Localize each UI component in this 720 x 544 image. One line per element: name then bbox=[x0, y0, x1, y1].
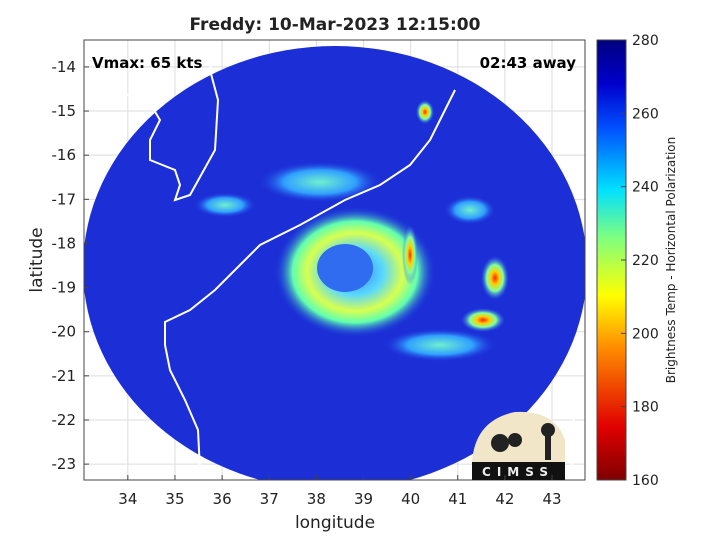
swath bbox=[84, 40, 585, 480]
ticks: 34 35 36 37 38 39 40 41 42 43 -14 -15 -16 -17 -18 -19 -2… bbox=[52, 33, 659, 508]
vmax-annotation: Vmax: 65 kts bbox=[92, 54, 202, 72]
x-tick-label: 43 bbox=[542, 490, 561, 508]
y-tick-label: -14 bbox=[52, 58, 77, 76]
x-tick-label: 41 bbox=[448, 490, 467, 508]
coastline bbox=[94, 59, 151, 111]
rainband bbox=[402, 225, 418, 285]
logo-text: CIMSS bbox=[482, 465, 554, 479]
colorbar-tick-label: 240 bbox=[632, 180, 659, 196]
cloud-band bbox=[195, 193, 255, 217]
y-tick-label: -15 bbox=[52, 102, 77, 120]
logo-tower bbox=[545, 425, 551, 460]
y-tick-label: -16 bbox=[52, 146, 77, 164]
colorbar-tick-label: 280 bbox=[632, 33, 659, 49]
colorbar-tick-label: 220 bbox=[632, 253, 659, 269]
title: Freddy: 10-Mar-2023 12:15:00 bbox=[190, 15, 481, 35]
logo-dish bbox=[491, 434, 509, 452]
colorbar-label: Brightness Temp - Horizontal Polarizatio… bbox=[664, 137, 678, 384]
cloud-band bbox=[445, 196, 495, 224]
coastline bbox=[568, 389, 585, 480]
logo-dish bbox=[508, 433, 522, 447]
y-tick-label: -20 bbox=[52, 323, 77, 341]
colorbar-tick-label: 200 bbox=[632, 326, 659, 342]
coastline bbox=[164, 89, 456, 480]
x-tick-label: 39 bbox=[354, 490, 373, 508]
coastline bbox=[146, 40, 220, 202]
rainband bbox=[481, 256, 509, 300]
y-tick-label: -19 bbox=[52, 279, 77, 297]
y-tick-label: -22 bbox=[52, 411, 77, 429]
y-axis-label: latitude bbox=[27, 227, 47, 292]
colorbar-tick-label: 180 bbox=[632, 400, 659, 416]
plot-frame bbox=[83, 39, 586, 481]
y-tick-label: -17 bbox=[52, 190, 77, 208]
eye bbox=[317, 244, 373, 292]
time-annotation: 02:43 away bbox=[480, 54, 577, 72]
logo-tank bbox=[541, 423, 555, 437]
logo-bar bbox=[472, 462, 565, 480]
logo: CIMSS bbox=[472, 411, 565, 480]
colorbar-tick-label: 260 bbox=[632, 106, 659, 122]
x-tick-label: 37 bbox=[260, 490, 279, 508]
y-tick-label: -23 bbox=[52, 455, 77, 473]
x-tick-label: 35 bbox=[165, 490, 184, 508]
cloud-band bbox=[385, 329, 495, 361]
colorbar-tick-label: 160 bbox=[632, 473, 659, 489]
convective-cell bbox=[416, 100, 434, 124]
x-tick-label: 36 bbox=[213, 490, 232, 508]
y-tick-label: -21 bbox=[52, 367, 77, 385]
x-axis-label: longitude bbox=[295, 513, 375, 533]
x-tick-label: 38 bbox=[307, 490, 326, 508]
cloud-band bbox=[260, 162, 380, 202]
x-tick-label: 42 bbox=[495, 490, 514, 508]
rainband bbox=[461, 308, 505, 332]
y-tick-label: -18 bbox=[52, 234, 77, 252]
x-tick-label: 34 bbox=[118, 490, 137, 508]
x-tick-label: 40 bbox=[401, 490, 420, 508]
